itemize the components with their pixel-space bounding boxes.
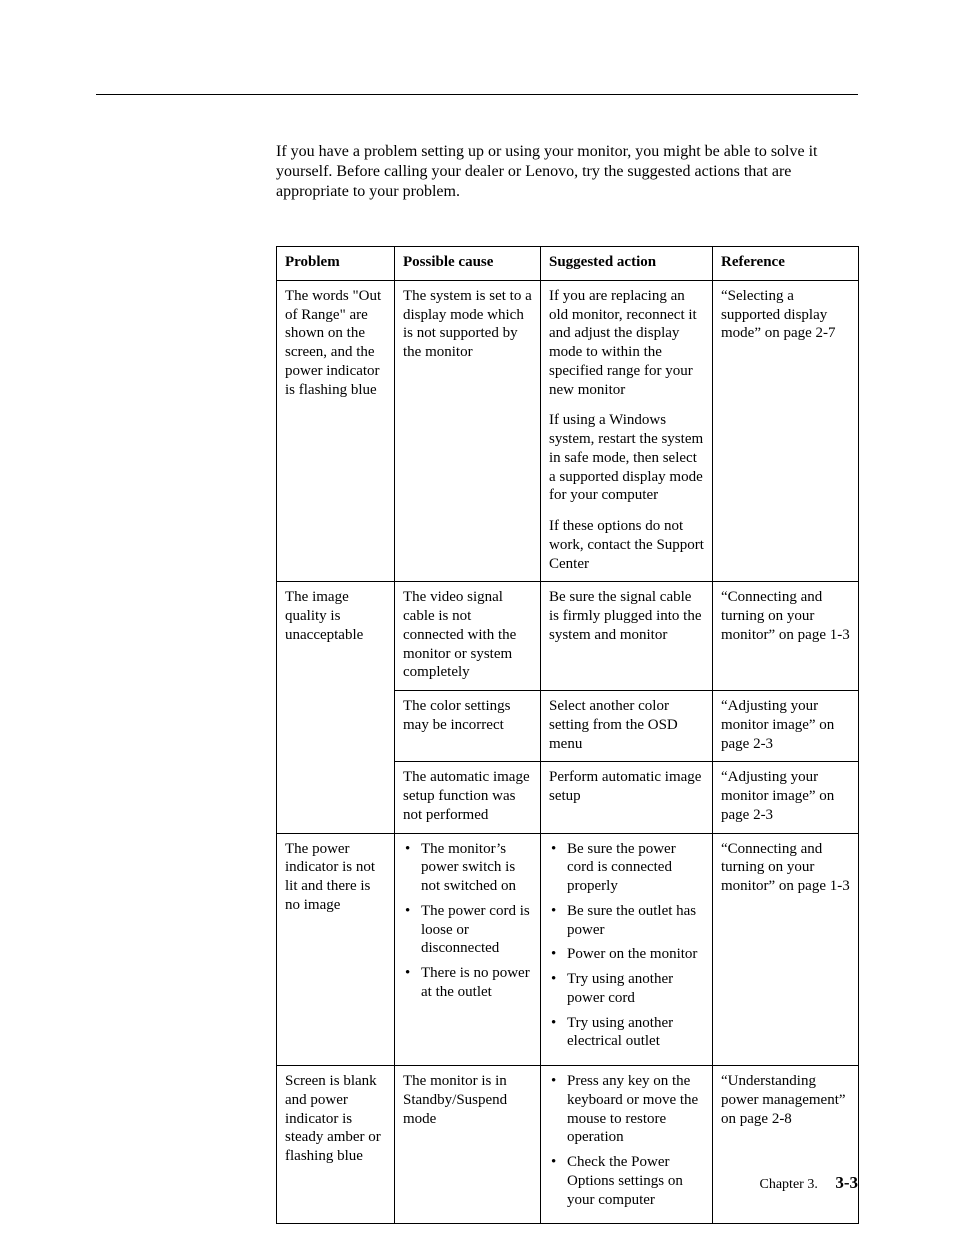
cell-problem: The image quality is unacceptable: [277, 582, 395, 833]
cell-action: Press any key on the keyboard or move th…: [541, 1066, 713, 1224]
list-item: There is no power at the outlet: [403, 964, 532, 1002]
page: If you have a problem setting up or usin…: [0, 0, 954, 1235]
action-list: Be sure the power cord is connected prop…: [549, 840, 704, 1052]
cell-action: Be sure the signal cable is firmly plugg…: [541, 582, 713, 691]
cause-list: The monitor’s power switch is not switch…: [403, 840, 532, 1002]
action-paragraph: If using a Windows system, restart the s…: [549, 411, 704, 505]
cell-reference: “Understanding power management” on page…: [713, 1066, 859, 1224]
table-row: The words "Out of Range" are shown on th…: [277, 280, 859, 582]
action-list: Press any key on the keyboard or move th…: [549, 1072, 704, 1209]
cell-cause: The system is set to a display mode whic…: [395, 280, 541, 582]
list-item: Try using another electrical outlet: [549, 1014, 704, 1052]
col-reference: Reference: [713, 247, 859, 281]
cell-reference: “Connecting and turning on your monitor”…: [713, 833, 859, 1066]
list-item: The power cord is loose or disconnected: [403, 902, 532, 958]
list-item: Be sure the outlet has power: [549, 902, 704, 940]
cell-problem: The words "Out of Range" are shown on th…: [277, 280, 395, 582]
col-cause: Possible cause: [395, 247, 541, 281]
page-footer: Chapter 3. 3-3: [760, 1173, 859, 1193]
table-row: Screen is blank and power indicator is s…: [277, 1066, 859, 1224]
cell-cause: The monitor is in Standby/Suspend mode: [395, 1066, 541, 1224]
header-rule: [96, 94, 858, 95]
table-row: The image quality is unacceptable The vi…: [277, 582, 859, 691]
cell-cause: The automatic image setup function was n…: [395, 762, 541, 833]
list-item: Power on the monitor: [549, 945, 704, 964]
cell-reference: “Selecting a supported display mode” on …: [713, 280, 859, 582]
list-item: Be sure the power cord is connected prop…: [549, 840, 704, 896]
action-paragraph: If you are replacing an old monitor, rec…: [549, 287, 704, 400]
cell-reference: “Connecting and turning on your monitor”…: [713, 582, 859, 691]
col-problem: Problem: [277, 247, 395, 281]
footer-page-number: 3-3: [835, 1173, 858, 1192]
table-row: The power indicator is not lit and there…: [277, 833, 859, 1066]
cell-cause: The color settings may be incorrect: [395, 691, 541, 762]
list-item: Check the Power Options settings on your…: [549, 1153, 704, 1209]
list-item: Try using another power cord: [549, 970, 704, 1008]
footer-chapter: Chapter 3.: [760, 1177, 818, 1192]
cell-action: Be sure the power cord is connected prop…: [541, 833, 713, 1066]
cell-cause: The video signal cable is not connected …: [395, 582, 541, 691]
cell-reference: “Adjusting your monitor image” on page 2…: [713, 691, 859, 762]
intro-paragraph: If you have a problem setting up or usin…: [276, 142, 858, 202]
list-item: Press any key on the keyboard or move th…: [549, 1072, 704, 1147]
cell-cause: The monitor’s power switch is not switch…: [395, 833, 541, 1066]
action-paragraph: If these options do not work, contact th…: [549, 517, 704, 573]
troubleshooting-table: Problem Possible cause Suggested action …: [276, 246, 859, 1224]
cell-action: Select another color setting from the OS…: [541, 691, 713, 762]
cell-action: Perform automatic image setup: [541, 762, 713, 833]
col-action: Suggested action: [541, 247, 713, 281]
table-header-row: Problem Possible cause Suggested action …: [277, 247, 859, 281]
cell-problem: The power indicator is not lit and there…: [277, 833, 395, 1066]
list-item: The monitor’s power switch is not switch…: [403, 840, 532, 896]
cell-reference: “Adjusting your monitor image” on page 2…: [713, 762, 859, 833]
cell-action: If you are replacing an old monitor, rec…: [541, 280, 713, 582]
cell-problem: Screen is blank and power indicator is s…: [277, 1066, 395, 1224]
